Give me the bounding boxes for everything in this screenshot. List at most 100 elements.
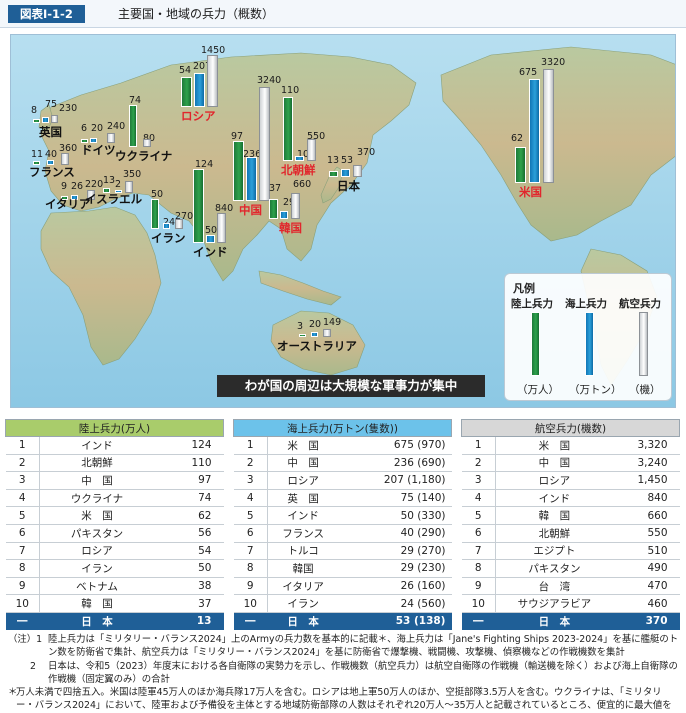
table-row: 2 北朝鮮 110: [5, 454, 224, 473]
note-row: 2 日本は、令和5（2023）年度末における各自衛隊の実勢力を示し、作戦機数（航空…: [8, 660, 680, 687]
india-air-bar: [217, 213, 226, 243]
uk-navy-bar: [42, 117, 49, 123]
north-korea-army-value: 110: [281, 85, 300, 96]
italy-label: イタリア: [45, 197, 91, 211]
table-row: 7 トルコ 29 (270): [233, 542, 452, 561]
russia-label: ロシア: [181, 109, 216, 123]
country-cell: 韓 国: [39, 594, 154, 613]
iran-air-value: 270: [175, 211, 194, 222]
army-table-title: 陸上兵力(万人): [5, 419, 224, 437]
israel-label: イスラエル: [85, 192, 143, 206]
value-cell: 26 (160): [338, 577, 452, 596]
rank-cell: 1: [233, 436, 268, 455]
figure-id: 図表Ⅰ-1-2: [8, 5, 85, 23]
south-korea-army-value: 37: [269, 183, 282, 194]
value-cell: 29 (230): [338, 559, 452, 578]
table-row: 3 ロシア 1,450: [461, 471, 680, 490]
country-cell: インド: [39, 436, 154, 455]
summary-banner: わが国の周辺は大規模な軍事力が集中: [217, 375, 485, 397]
italy-army-bar: [61, 196, 68, 200]
uk-navy-value: 75: [45, 99, 58, 110]
south-korea-navy-value: 29: [283, 197, 296, 208]
table-row: 8 パキスタン 490: [461, 559, 680, 578]
rank-cell: 6: [5, 524, 40, 543]
value-cell: 124: [154, 436, 224, 455]
country-cell: 米 国: [495, 436, 613, 455]
table-row: 8 イラン 50: [5, 559, 224, 578]
rank-cell: 8: [461, 559, 496, 578]
france-air-bar: [61, 153, 69, 165]
rank-cell: 4: [461, 489, 496, 508]
country-cell: 台 湾: [495, 577, 613, 596]
china-air-value: 3240: [257, 75, 282, 86]
china-bars: [233, 87, 273, 201]
africa-landmass: [40, 206, 162, 366]
note-key: （注）1: [8, 634, 43, 645]
north-korea-navy-value: 10: [297, 149, 310, 160]
table-row: 7 ロシア 54: [5, 542, 224, 561]
note-key: 2: [30, 660, 36, 672]
rank-cell: 9: [461, 577, 496, 596]
rank-cell: 8: [5, 559, 40, 578]
israel-bars: [103, 181, 143, 193]
rank-cell: 5: [233, 506, 268, 525]
russia-army-value: 54: [179, 65, 192, 76]
australia-army-value: 3: [297, 321, 304, 332]
germany-navy-bar: [90, 138, 97, 143]
legend-navy-swatch: [585, 312, 594, 376]
legend-army-unit: （万人）: [517, 384, 559, 396]
value-cell: 840: [612, 489, 680, 508]
country-cell: 中 国: [39, 471, 154, 490]
country-cell: サウジアラビア: [495, 594, 613, 613]
us-air-bar: [543, 69, 554, 183]
israel-navy-bar: [115, 190, 122, 193]
note-text: 陸上兵力は「ミリタリー・バランス2024」上のArmyの兵力数を基本的に記載＊、…: [48, 634, 679, 659]
france-army-bar: [33, 161, 40, 165]
south-korea-air-bar: [291, 193, 300, 219]
value-cell: 40 (290): [338, 524, 452, 543]
china-army-value: 97: [231, 131, 244, 142]
north-korea-label: 北朝鮮: [281, 163, 316, 177]
ukraine-air-value: 80: [143, 133, 155, 144]
germany-air-value: 240: [107, 121, 126, 132]
value-cell: 50: [154, 559, 224, 578]
value-cell: 24 (560): [338, 594, 452, 613]
france-air-value: 360: [59, 143, 78, 154]
australia-navy-value: 20: [309, 319, 322, 330]
value-cell: 29 (270): [338, 542, 452, 561]
uk-label: 英国: [39, 125, 62, 139]
north-korea-air-value: 550: [307, 131, 326, 142]
country-cell: パキスタン: [39, 524, 154, 543]
table-row: 9 ベトナム 38: [5, 577, 224, 596]
italy-air-bar: [87, 190, 95, 200]
legend: 凡例 陸上兵力 海上兵力 航空兵力 （万人） （万トン） （機）: [504, 273, 672, 401]
ukraine-air-bar: [143, 139, 151, 147]
rank-cell: 9: [233, 577, 268, 596]
value-cell: 75 (140): [338, 489, 452, 508]
rank-cell: 9: [5, 577, 40, 596]
value-cell: 1,450: [612, 471, 680, 490]
world-map-panel: 8 75 230 英国 6 20 240 ドイツ 11 40 360 フランス …: [10, 34, 676, 408]
iran-navy-bar: [163, 223, 170, 229]
legend-army-label: 陸上兵力: [511, 298, 553, 310]
ukraine-army-value: 74: [129, 95, 142, 106]
italy-air-value: 220: [85, 179, 104, 190]
country-cell: 日 本: [267, 612, 339, 631]
rank-cell: 1: [461, 436, 496, 455]
value-cell: 50 (330): [338, 506, 452, 525]
value-cell: 3,320: [612, 436, 680, 455]
australia-air-bar: [323, 329, 331, 337]
country-cell: 米 国: [39, 506, 154, 525]
navy-table-title: 海上兵力(万トン(隻数)): [233, 419, 452, 437]
germany-bars: [81, 133, 121, 143]
country-cell: ロシア: [39, 542, 154, 561]
uk-army-value: 8: [31, 105, 38, 116]
uk-air-bar: [51, 115, 58, 123]
rank-cell: 7: [461, 542, 496, 561]
ukraine-bars: [129, 105, 159, 147]
value-cell: 13: [154, 612, 224, 631]
